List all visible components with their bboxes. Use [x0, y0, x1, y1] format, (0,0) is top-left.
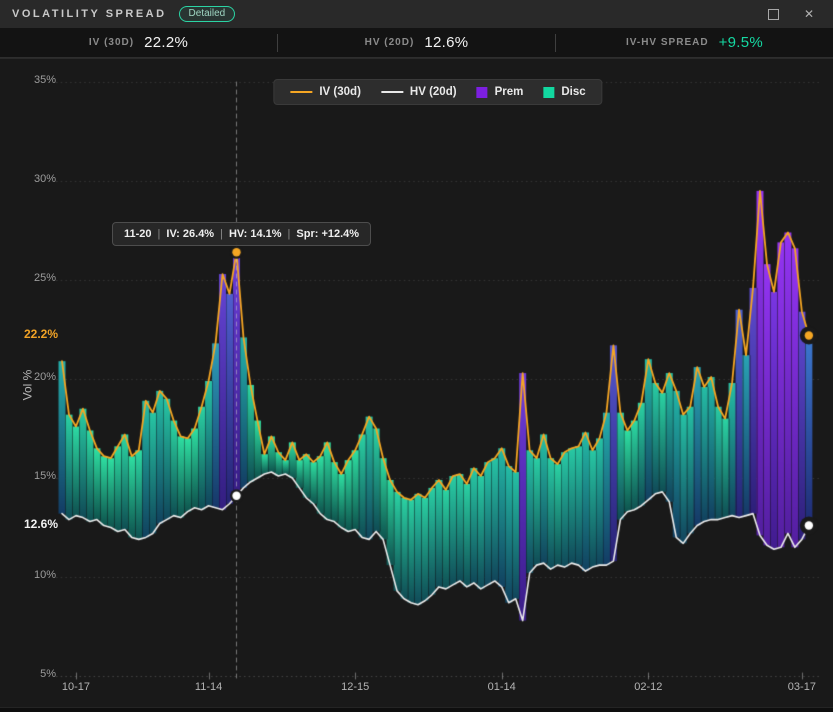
tooltip-hv: HV: 14.1% [228, 228, 282, 240]
chart-panel: Vol % 22.2% 12.6% IV (30d) HV (20d) Prem… [0, 58, 833, 712]
maximize-button[interactable] [761, 0, 785, 28]
legend-item-prem[interactable]: Prem [476, 86, 524, 98]
stat-hv-20d: HV (20D) 12.6% [278, 34, 555, 51]
stat-spread-label: IV-HV SPREAD [625, 37, 709, 48]
crosshair-tooltip: 11-20 | IV: 26.4% | HV: 14.1% | Spr: +12.4% [112, 222, 372, 246]
hv-line-swatch [380, 91, 403, 93]
x-axis-tick-label: 10-17 [61, 681, 91, 693]
legend-item-disc[interactable]: Disc [543, 86, 586, 98]
volatility-chart-canvas[interactable] [0, 59, 833, 712]
stat-iv-label: IV (30D) [88, 37, 135, 48]
detailed-mode-badge[interactable]: Detailed [178, 6, 236, 22]
y-axis-tick-label: 10% [33, 569, 56, 581]
discount-swatch [543, 86, 555, 98]
chart-legend: IV (30d) HV (20d) Prem Disc [273, 79, 603, 105]
current-hv-axis-label: 12.6% [23, 517, 58, 531]
stat-hv-label: HV (20D) [364, 37, 415, 48]
stats-divider [277, 33, 278, 52]
legend-label-hv: HV (20d) [409, 86, 457, 98]
legend-label-prem: Prem [494, 86, 524, 98]
legend-label-disc: Disc [561, 86, 586, 98]
iv-line-swatch [290, 91, 313, 93]
window-bottom-edge [0, 707, 833, 712]
stat-hv-value: 12.6% [424, 34, 469, 51]
premium-swatch [476, 86, 488, 98]
window-title: VOLATILITY SPREAD [12, 8, 167, 20]
maximize-icon [767, 9, 779, 21]
stat-spread-value: +9.5% [718, 34, 764, 51]
title-bar: VOLATILITY SPREAD Detailed ✕ [0, 0, 833, 28]
stat-iv-30d: IV (30D) 22.2% [0, 34, 277, 51]
y-axis-tick-label: 30% [33, 173, 56, 185]
y-axis-tick-label: 25% [33, 272, 56, 284]
stat-spread: IV-HV SPREAD +9.5% [556, 34, 833, 51]
y-axis-tick-label: 15% [33, 470, 56, 482]
x-axis-tick-label: 02-12 [634, 681, 663, 693]
stats-bar: IV (30D) 22.2% HV (20D) 12.6% IV-HV SPRE… [0, 28, 833, 58]
x-axis-tick-label: 11-14 [194, 681, 223, 693]
tooltip-separator: | [157, 228, 161, 240]
x-axis-tick-label: 03-17 [787, 681, 816, 693]
x-axis-tick-label: 01-14 [487, 681, 516, 693]
x-axis-tick-label: 12-15 [341, 681, 370, 693]
y-axis-tick-label: 5% [40, 668, 56, 680]
current-iv-axis-label: 22.2% [23, 327, 58, 341]
legend-item-iv[interactable]: IV (30d) [290, 86, 361, 98]
legend-label-iv: IV (30d) [319, 86, 361, 98]
tooltip-separator: | [220, 228, 223, 240]
legend-item-hv[interactable]: HV (20d) [380, 86, 457, 98]
tooltip-spread: Spr: +12.4% [296, 228, 360, 240]
stat-iv-value: 22.2% [144, 34, 189, 51]
tooltip-date: 11-20 [124, 228, 152, 240]
y-axis-tick-label: 20% [33, 371, 56, 383]
y-axis-tick-label: 35% [33, 74, 56, 86]
tooltip-separator: | [287, 228, 291, 240]
stats-divider [555, 33, 556, 52]
close-button[interactable]: ✕ [803, 7, 815, 21]
tooltip-iv: IV: 26.4% [166, 228, 215, 240]
